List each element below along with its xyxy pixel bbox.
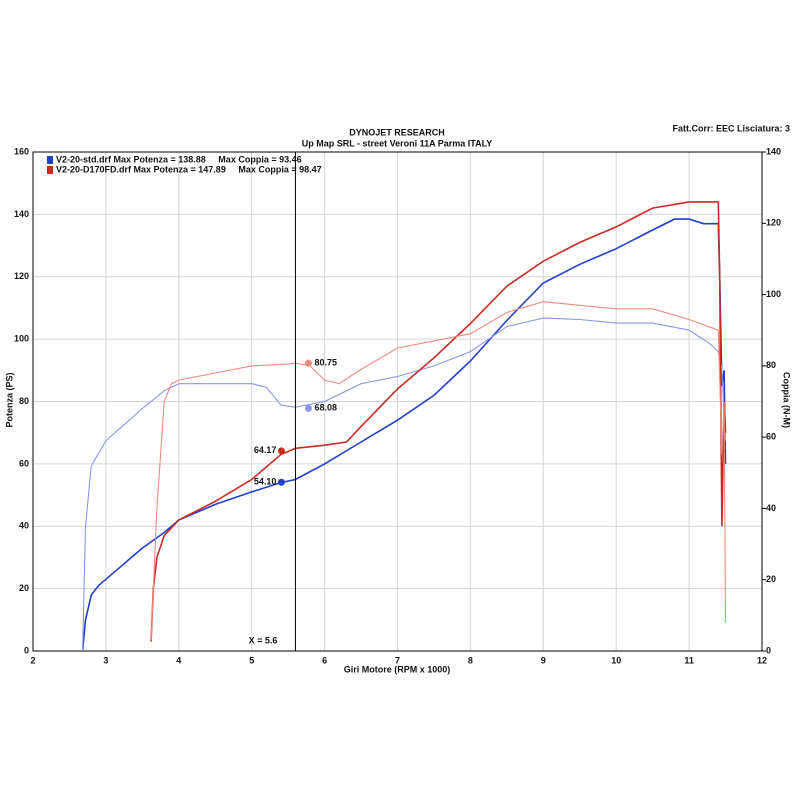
y2-tick-label: 120 xyxy=(766,218,781,228)
y-tick-label: 80 xyxy=(19,396,29,406)
plot-frame xyxy=(32,151,763,652)
series-line xyxy=(150,201,727,642)
legend-swatch xyxy=(47,156,53,164)
series-line xyxy=(81,218,727,652)
x-tick-label: 9 xyxy=(541,655,546,665)
readout-dot xyxy=(304,404,312,412)
y-tick-label: 120 xyxy=(14,271,29,281)
cursor-label: X = 5.6 xyxy=(249,635,278,645)
x-tick-label: 4 xyxy=(176,655,181,665)
x-tick-label: 10 xyxy=(611,655,621,665)
x-tick-label: 2 xyxy=(30,655,35,665)
y-tick-label: 160 xyxy=(14,146,29,156)
y-axis-label: Potenza (PS) xyxy=(4,372,14,427)
readout-label: 80.75 xyxy=(314,358,337,368)
readout-label: 64.17 xyxy=(254,445,277,455)
chart-title: DYNOJET RESEARCH xyxy=(349,127,445,137)
y-tick-label: 0 xyxy=(24,645,29,655)
legend-swatch xyxy=(47,166,53,174)
y2-tick-label: 40 xyxy=(766,503,776,513)
readout-label: 54.10 xyxy=(254,477,277,487)
y2-tick-label: 20 xyxy=(766,574,776,584)
y2-tick-label: 100 xyxy=(766,289,781,299)
y2-tick-label: 140 xyxy=(766,146,781,156)
readout-dot xyxy=(304,359,312,367)
readout-dot xyxy=(277,447,285,455)
chart-subtitle: Up Map SRL - street Veroni 11A Parma ITA… xyxy=(302,138,493,148)
note: Fatt.Corr: EEC Lisciatura: 3 xyxy=(672,123,790,133)
x-tick-label: 11 xyxy=(684,655,694,665)
x-tick-label: 5 xyxy=(249,655,254,665)
y-tick-label: 100 xyxy=(14,334,29,344)
y2-tick-label: 0 xyxy=(766,645,771,655)
series-line xyxy=(150,301,727,641)
legend-label: V2-20-std.drf Max Potenza = 138.88 Max C… xyxy=(56,154,302,164)
x-tick-label: 7 xyxy=(395,655,400,665)
y2-axis-label: Coppia (N-M) xyxy=(782,372,792,428)
x-tick-label: 3 xyxy=(103,655,108,665)
y-tick-label: 140 xyxy=(14,209,29,219)
legend-label: V2-20-D170FD.drf Max Potenza = 147.89 Ma… xyxy=(56,164,322,174)
y2-tick-label: 80 xyxy=(766,360,776,370)
y-tick-label: 20 xyxy=(19,583,29,593)
y-tick-label: 60 xyxy=(19,458,29,468)
x-axis-label: Giri Motore (RPM x 1000) xyxy=(344,664,451,674)
x-tick-label: 8 xyxy=(468,655,473,665)
readout-label: 68.08 xyxy=(314,403,337,413)
readout-dot xyxy=(277,478,285,486)
series-line xyxy=(82,317,727,652)
x-tick-label: 12 xyxy=(757,655,767,665)
y2-tick-label: 60 xyxy=(766,432,776,442)
y-tick-label: 40 xyxy=(19,521,29,531)
x-tick-label: 6 xyxy=(322,655,327,665)
